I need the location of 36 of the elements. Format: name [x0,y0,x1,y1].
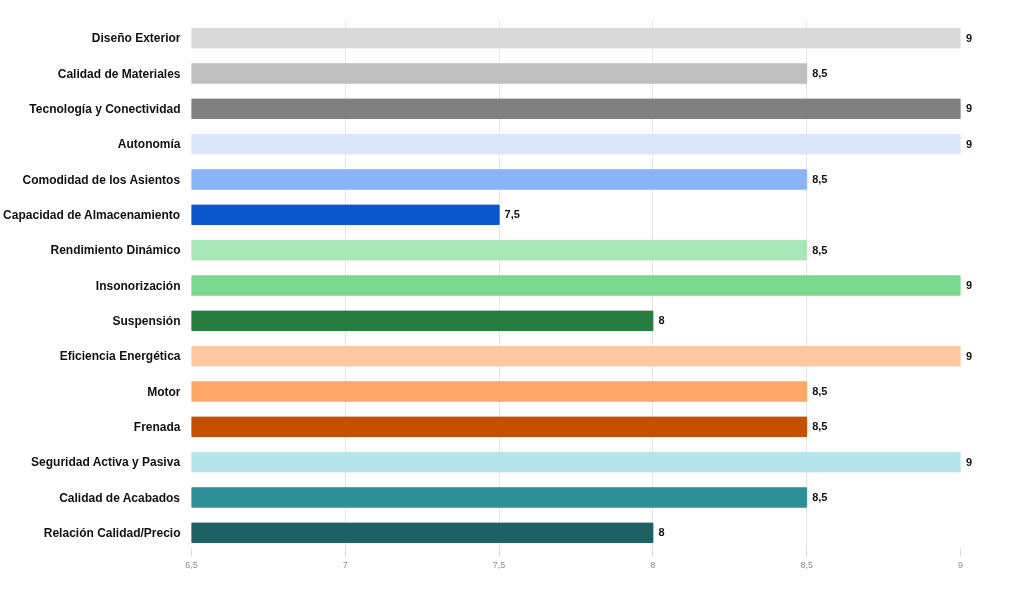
y-tick-label: Insonorización [95,278,181,293]
data-label: 8,5 [812,491,828,503]
y-tick-label: Suspensión [112,313,181,328]
x-tick-label: 9 [958,559,964,570]
y-tick-label: Motor [147,384,181,399]
x-tick-label: 7,5 [492,559,506,570]
y-tick-label: Tecnología y Conectividad [29,101,181,116]
data-label: 9 [966,349,973,362]
data-label: 9 [966,102,973,115]
y-tick-label: Autonomía [117,137,181,152]
y-tick-label: Calidad de Materiales [57,66,181,81]
y-tick-label: Eficiencia Energética [59,349,181,364]
data-label: 8,5 [812,173,828,185]
data-label: 8 [658,314,665,327]
y-tick-label: Relación Calidad/Precio [43,525,181,540]
data-label: 8 [658,526,665,539]
y-tick-label: Capacidad de Almacenamiento [3,207,181,222]
x-tick-label: 6,5 [185,559,198,570]
y-tick-label: Frenada [133,419,181,434]
x-tick-label: 7 [342,559,348,570]
y-tick-label: Comodidad de los Asientos [22,172,181,187]
data-label: 9 [966,279,973,291]
x-tick-label: 8 [650,559,656,570]
x-tick-label: 8,5 [800,559,813,570]
data-label: 9 [966,137,973,150]
data-label: 7,5 [504,208,520,221]
y-tick-label: Diseño Exterior [91,31,181,46]
y-tick-label: Seguridad Activa y Pasiva [31,455,181,470]
data-label: 8,5 [812,420,828,433]
data-label: 8,5 [812,243,828,256]
data-label: 9 [966,455,973,468]
data-label: 8,5 [812,67,828,79]
y-tick-label: Calidad de Acabados [59,490,181,505]
data-label: 8,5 [812,385,828,397]
y-tick-label: Rendimiento Dinámico [50,243,181,258]
data-label: 9 [966,31,973,44]
